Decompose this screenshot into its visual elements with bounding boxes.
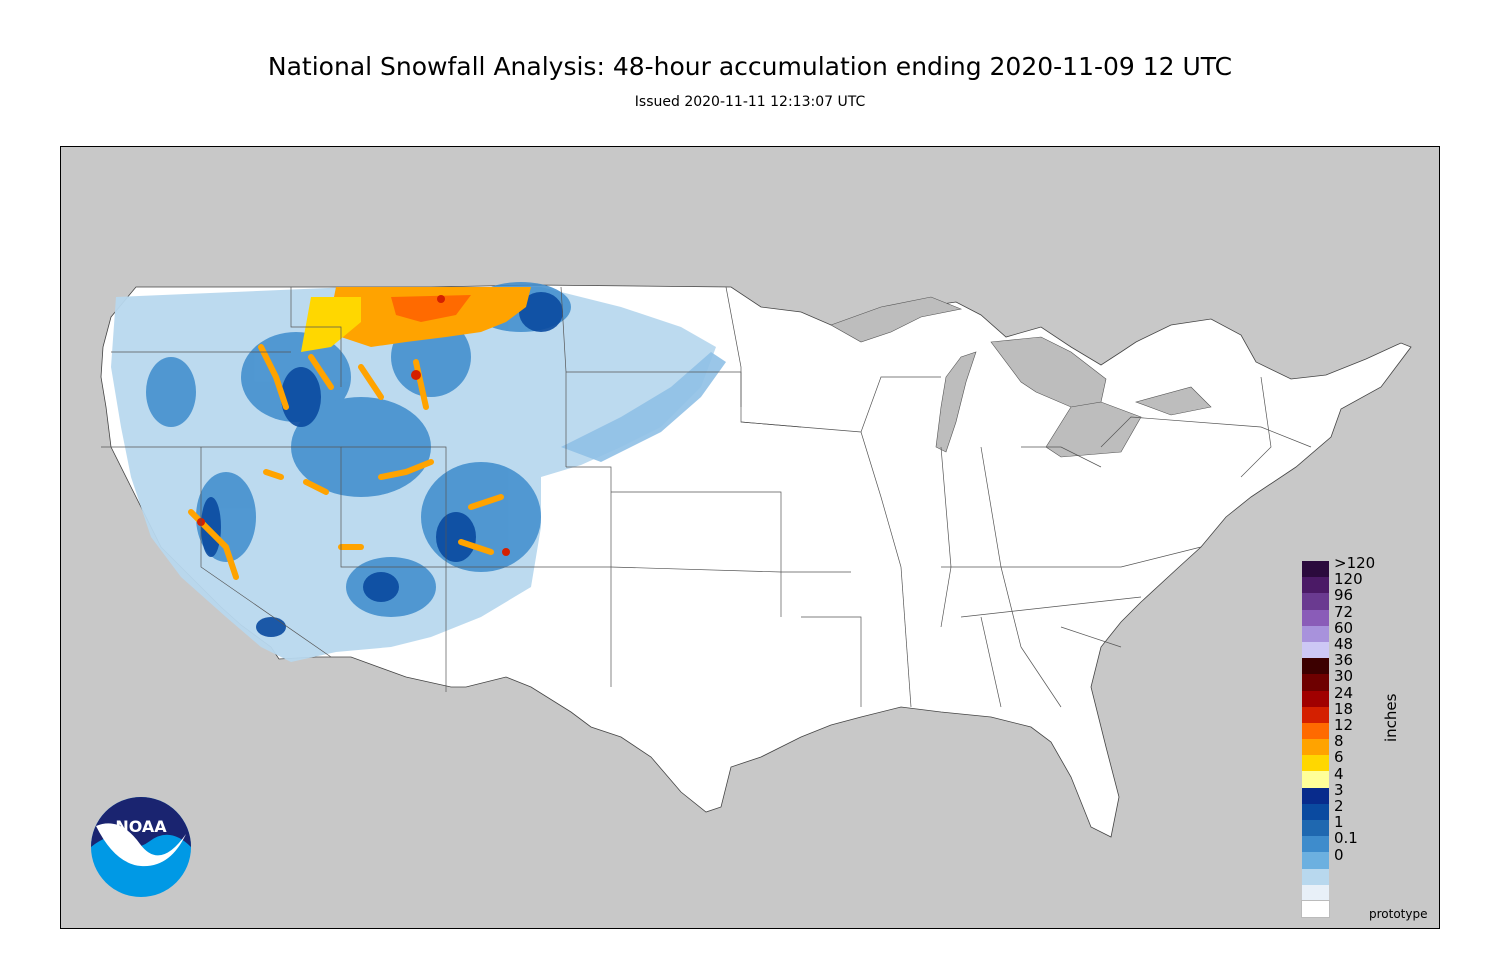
- map-graphic: [100, 282, 1412, 838]
- legend-label: 8: [1334, 732, 1344, 751]
- legend-swatch: [1302, 884, 1329, 901]
- legend-swatch: [1302, 836, 1329, 853]
- noaa-emblem-icon: NOAA: [91, 797, 191, 897]
- snow-red-spots: [197, 295, 510, 556]
- legend-label: 6: [1334, 748, 1344, 767]
- legend-swatch: [1302, 820, 1329, 837]
- legend-label: 18: [1334, 699, 1354, 718]
- legend-label: 1: [1334, 813, 1344, 832]
- legend-swatch: [1301, 899, 1330, 919]
- legend-swatch: [1302, 593, 1329, 610]
- legend-label: 24: [1334, 683, 1354, 702]
- legend-label: 12: [1334, 716, 1354, 734]
- snow-very-heavy: [391, 295, 471, 322]
- legend-swatch: [1302, 609, 1329, 626]
- legend-swatch: [1302, 771, 1329, 788]
- legend-swatch: [1302, 674, 1329, 691]
- logo-text: NOAA: [115, 817, 167, 836]
- map-title: National Snowfall Analysis: 48-hour accu…: [267, 52, 1233, 81]
- issued-timestamp: Issued 2020-11-11 12:13:07 UTC: [634, 94, 866, 110]
- legend-swatch: [1302, 561, 1329, 578]
- legend-swatch: [1302, 722, 1329, 740]
- legend-label: 60: [1334, 618, 1354, 637]
- legend-label: 0: [1334, 845, 1344, 864]
- legend-swatch: [1302, 868, 1329, 885]
- legend-swatch: [1302, 625, 1329, 642]
- legend-swatch: [1302, 755, 1329, 772]
- legend-swatch: [1302, 787, 1329, 804]
- legend-swatch: [1302, 852, 1329, 869]
- snowfall-map: [60, 146, 1440, 929]
- snow-plains-band: [561, 352, 726, 462]
- legend-label: 4: [1334, 764, 1344, 783]
- legend-swatch: [1302, 577, 1329, 594]
- great-lakes: [830, 296, 1212, 458]
- snow-moderate-yellow: [301, 297, 361, 352]
- noaa-logo: NOAA: [90, 796, 192, 898]
- color-legend: [1301, 561, 1330, 919]
- legend-swatch: [1302, 803, 1329, 820]
- legend-swatch: [1302, 706, 1329, 723]
- legend-label: 120: [1334, 570, 1363, 589]
- legend-swatch: [1302, 739, 1329, 756]
- legend-swatch: [1302, 658, 1329, 675]
- state-borders: [101, 286, 1312, 708]
- legend-label: 36: [1334, 651, 1354, 670]
- snow-dark: [201, 292, 563, 637]
- legend-swatch: [1302, 690, 1329, 707]
- legend-label: 0.1: [1334, 829, 1358, 848]
- legend-label: 96: [1334, 586, 1354, 605]
- prototype-label: prototype: [1369, 907, 1428, 921]
- legend-label: 2: [1334, 797, 1344, 815]
- legend-label: 72: [1334, 602, 1354, 621]
- legend-swatch: [1302, 641, 1329, 659]
- legend-label: >120: [1334, 554, 1376, 572]
- legend-units: inches: [1382, 693, 1400, 742]
- legend-label: 3: [1334, 780, 1344, 799]
- legend-label: 48: [1334, 635, 1354, 653]
- legend-label: 30: [1334, 667, 1354, 686]
